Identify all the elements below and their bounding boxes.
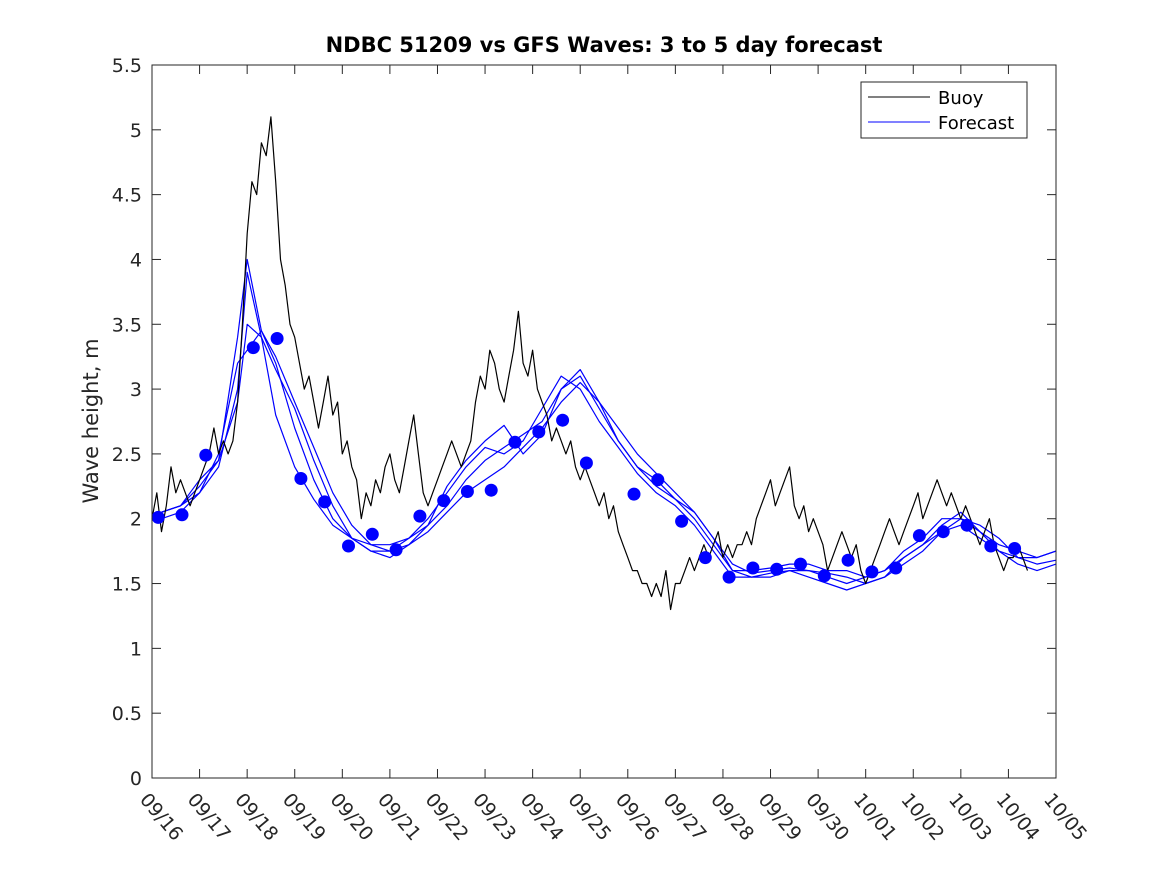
forecast-point [199,448,213,462]
forecast-point [460,485,474,498]
y-tick-label: 2 [130,509,142,531]
forecast-point [151,510,165,524]
forecast-point [413,509,427,523]
buoy-series-line [151,116,1029,611]
forecast-point [817,569,831,583]
forecast-point [342,539,355,553]
forecast-point [318,495,332,509]
forecast-point [794,557,807,571]
y-tick-label: 3.5 [112,314,142,336]
series-layer [151,116,1057,611]
marker-layer [151,332,1022,584]
forecast-point [865,565,879,579]
forecast-point [984,539,998,553]
forecast-point [936,525,950,539]
legend-buoy-label: Buoy [938,88,984,109]
y-axis-label: Wave height, m [79,338,103,503]
forecast-point [722,570,736,584]
forecast-point [651,473,665,487]
forecast-point [627,487,641,501]
forecast-point [912,529,926,543]
forecast-point [698,551,712,565]
y-tick-label: 3 [130,379,142,401]
y-tick-label: 4.5 [112,185,142,207]
forecast-point [675,514,689,528]
forecast-run-line-3 [161,271,1057,585]
forecast-point [484,483,498,497]
y-tick-label: 1 [130,638,142,660]
y-tick-label: 5.5 [112,55,142,77]
y-tick-label: 4 [130,249,142,271]
forecast-point [175,508,189,522]
forecast-point [960,518,974,532]
forecast-point [579,456,593,470]
y-tick-label: 0.5 [112,703,142,725]
forecast-run-line-4 [161,330,1057,591]
legend-box [860,81,1028,139]
plot-area [152,65,1056,778]
forecast-point [746,561,760,575]
legend-forecast-label: Forecast [938,113,1014,134]
forecast-point [389,543,403,557]
y-tick-label: 5 [130,120,142,142]
forecast-point [532,425,546,439]
y-tick-label: 2.5 [112,444,142,466]
forecast-point [556,413,570,427]
y-tick-label: 1.5 [112,574,142,596]
forecast-point [437,494,451,508]
forecast-point [294,472,308,485]
forecast-point [1008,542,1022,555]
forecast-point [365,527,379,541]
chart-title: NDBC 51209 vs GFS Waves: 3 to 5 day fore… [326,33,883,57]
legend: Buoy Forecast [860,81,1028,139]
forecast-point [841,553,855,567]
axes-box [151,64,1057,779]
forecast-point [508,435,522,449]
y-tick-label: 0 [130,768,142,790]
forecast-point [770,562,784,576]
forecast-point [246,341,260,355]
forecast-point [889,561,903,575]
forecast-point [270,332,284,345]
y-tick-labels: 0 0.5 1 1.5 2 2.5 3 3.5 4 4.5 5 5.5 [112,55,142,790]
